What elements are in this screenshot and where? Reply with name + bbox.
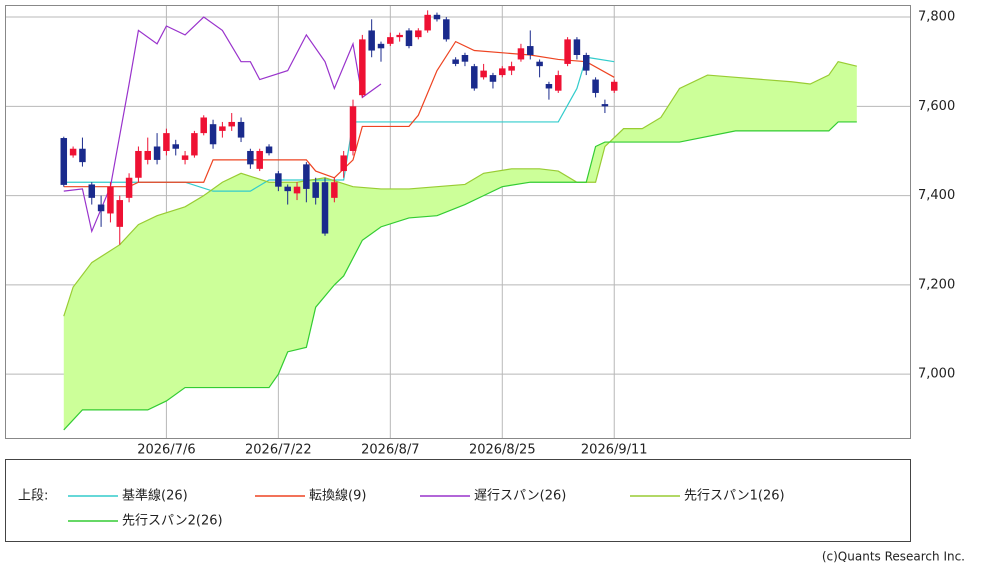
candle-body: [116, 200, 124, 227]
candle-body: [107, 186, 114, 214]
candle-body: [499, 68, 506, 76]
candle-body: [163, 133, 170, 151]
candle-body: [293, 186, 301, 194]
candle-body: [536, 61, 543, 67]
y-tick-label: 7,600: [918, 99, 955, 114]
candle-body: [60, 138, 68, 185]
candle-body: [433, 14, 441, 20]
candle-body: [200, 117, 207, 134]
candle-body: [303, 164, 310, 189]
candle-body: [144, 150, 151, 160]
candle-body: [321, 182, 329, 234]
candle-body: [555, 75, 562, 91]
candle-body: [545, 84, 553, 89]
candle-body: [592, 79, 599, 93]
candle-body: [452, 59, 459, 64]
legend-label: 先行スパン1(26): [684, 489, 785, 504]
y-tick-label: 7,200: [918, 277, 955, 292]
candle-body: [517, 48, 525, 60]
candle-body: [125, 177, 133, 198]
line: [63, 61, 857, 317]
candle-body: [480, 70, 487, 78]
candle-body: [424, 14, 431, 31]
candle-body: [610, 81, 618, 91]
candle-body: [583, 54, 590, 71]
legend-label: 遅行スパン(26): [474, 489, 566, 504]
candle-body: [79, 148, 86, 163]
candle-body: [209, 124, 217, 145]
candle-body: [340, 155, 347, 172]
line: [63, 121, 857, 431]
candle-body: [471, 66, 478, 89]
x-tick-label: 2026/7/6: [137, 443, 195, 458]
line: [63, 16, 382, 234]
candle-body: [88, 184, 96, 198]
legend-label: 基準線(26): [122, 488, 188, 504]
candle-body: [181, 155, 189, 160]
candle-body: [415, 30, 422, 38]
candle-body: [275, 173, 282, 187]
candle-body: [191, 133, 198, 156]
plot-border: [5, 5, 911, 439]
candle-body: [97, 204, 105, 212]
candle-body: [405, 30, 413, 47]
y-tick-label: 7,000: [918, 367, 955, 382]
candle-body: [443, 19, 450, 40]
y-tick-label: 7,400: [918, 188, 955, 203]
candle-body: [396, 34, 403, 38]
x-tick-label: 2026/8/25: [469, 443, 536, 458]
legend-label: 先行スパン2(26): [122, 514, 223, 529]
x-tick-label: 2026/8/7: [361, 443, 419, 458]
candle-body: [256, 150, 263, 169]
y-tick-label: 7,800: [918, 10, 955, 25]
candle-body: [508, 66, 515, 71]
candle-body: [135, 150, 142, 178]
x-tick-label: 2026/7/22: [245, 443, 312, 458]
candle-body: [368, 30, 375, 51]
candle-body: [237, 121, 245, 138]
x-tick-label: 2026/9/11: [581, 443, 648, 458]
candle-body: [247, 150, 254, 165]
candle-body: [331, 182, 338, 198]
credit: (c)Quants Research Inc.: [822, 550, 965, 564]
legend-label: 転換線(9): [309, 488, 366, 504]
candle-body: [69, 148, 77, 156]
candle-body: [312, 182, 319, 198]
legend-title: 上段:: [18, 489, 48, 504]
candle-body: [349, 106, 357, 151]
candle-body: [564, 39, 571, 64]
line: [63, 56, 615, 192]
candle-body: [219, 126, 226, 131]
candle-body: [359, 39, 366, 96]
plot-area: [5, 5, 910, 438]
candle-body: [387, 37, 394, 44]
candle-body: [284, 186, 291, 192]
candle-body: [601, 104, 609, 107]
legend-box: [5, 459, 911, 542]
candle-body: [489, 75, 497, 82]
candle-body: [461, 54, 469, 62]
candle-body: [377, 43, 385, 49]
candle-body: [527, 46, 534, 55]
candle-body: [573, 39, 581, 55]
candle-body: [172, 144, 179, 149]
candle-body: [265, 146, 273, 154]
cloud: [63, 61, 857, 430]
candle-body: [153, 146, 161, 160]
candle-body: [228, 121, 235, 127]
